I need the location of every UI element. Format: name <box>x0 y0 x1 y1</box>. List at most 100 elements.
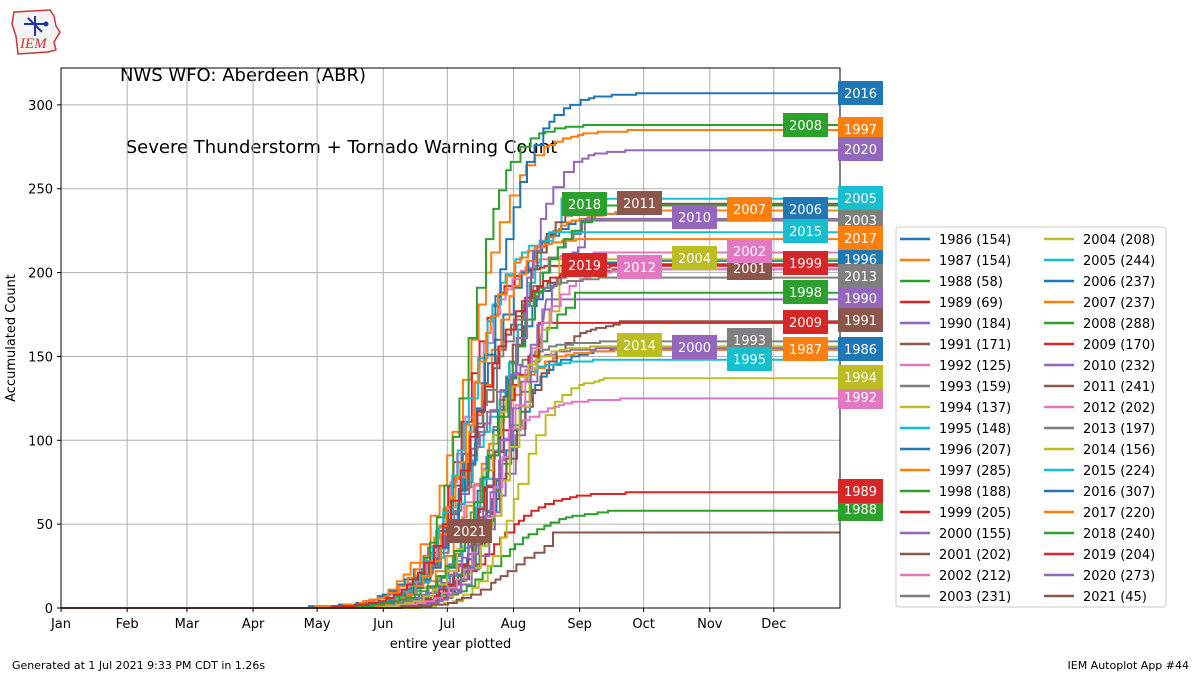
legend-entry: 1999 (205) <box>939 506 1011 521</box>
year-labels: 1986 1987 1988 1989 1990 1991 1992 1993 1994 1995… <box>447 81 883 543</box>
year-label-text: 2021 <box>453 525 486 540</box>
year-label-text: 2012 <box>623 261 656 276</box>
y-tick-label: 100 <box>28 434 53 449</box>
year-label-1990: 1990 <box>838 286 883 310</box>
legend-entry: 2000 (155) <box>939 527 1011 542</box>
year-label-text: 1991 <box>844 314 877 329</box>
iem-logo: IEM <box>10 6 66 58</box>
year-label-1999: 1999 <box>783 251 828 275</box>
y-tick-label: 150 <box>28 350 53 365</box>
series-line-2019 <box>61 264 840 609</box>
legend-entry: 2008 (288) <box>1083 317 1155 332</box>
legend-entry: 1990 (184) <box>939 317 1011 332</box>
series-line-2003 <box>61 219 840 609</box>
legend-entry: 1996 (207) <box>939 443 1011 458</box>
year-label-text: 1990 <box>844 292 877 307</box>
year-label-2021: 2021 <box>447 519 492 543</box>
year-label-1995: 1995 <box>727 347 772 371</box>
legend-entry: 2017 (220) <box>1083 506 1155 521</box>
legend-entry: 2010 (232) <box>1083 359 1155 374</box>
series-line-2002 <box>61 251 840 609</box>
y-tick-label: 300 <box>28 99 53 114</box>
year-label-text: 2015 <box>789 225 822 240</box>
year-label-2005: 2005 <box>838 186 883 210</box>
legend-entry: 2002 (212) <box>939 569 1011 584</box>
year-label-text: 1986 <box>844 343 877 358</box>
year-label-2018: 2018 <box>562 192 607 216</box>
legend-entry: 2006 (237) <box>1083 275 1155 290</box>
x-tick-label: Feb <box>116 617 139 632</box>
series-line-1987 <box>61 348 840 609</box>
year-label-text: 1998 <box>789 286 822 301</box>
series-line-2013 <box>61 276 840 609</box>
year-label-2000: 2000 <box>672 335 717 359</box>
x-tick-label: Apr <box>242 617 265 632</box>
generated-note: Generated at 1 Jul 2021 9:33 PM CDT in 1… <box>12 659 266 672</box>
y-tick-label: 200 <box>28 267 53 282</box>
y-tick-label: 250 <box>28 183 53 198</box>
year-label-text: 1997 <box>844 123 877 138</box>
year-label-2012: 2012 <box>617 255 662 279</box>
year-label-text: 2013 <box>844 270 877 285</box>
series-line-1998 <box>61 291 840 609</box>
x-tick-label: Dec <box>761 617 786 632</box>
year-label-2010: 2010 <box>672 205 717 229</box>
legend-entry: 1986 (154) <box>939 233 1011 248</box>
legend-entry: 2014 (156) <box>1083 443 1155 458</box>
app-note: IEM Autoplot App #44 <box>1067 659 1190 672</box>
x-tick-label: Mar <box>175 617 200 632</box>
legend-entry: 1989 (69) <box>939 296 1003 311</box>
year-label-text: 2019 <box>568 259 601 274</box>
year-label-text: 2005 <box>844 192 877 207</box>
year-label-2013: 2013 <box>838 264 883 288</box>
year-label-1994: 1994 <box>838 365 883 389</box>
year-label-2020: 2020 <box>838 137 883 161</box>
year-label-text: 2011 <box>623 197 656 212</box>
series-line-1986 <box>61 348 840 609</box>
year-label-text: 1988 <box>844 503 877 518</box>
legend-entry: 1987 (154) <box>939 254 1011 269</box>
year-label-text: 2006 <box>789 203 822 218</box>
series-line-2000 <box>61 347 840 609</box>
legend-entry: 1995 (148) <box>939 422 1011 437</box>
x-tick-label: Sep <box>567 617 592 632</box>
legend-entry: 2021 (45) <box>1083 590 1147 605</box>
year-label-2015: 2015 <box>783 219 828 243</box>
year-label-text: 1987 <box>789 343 822 358</box>
legend-entry: 2019 (204) <box>1083 548 1155 563</box>
year-label-2014: 2014 <box>617 333 662 357</box>
legend-entry: 2020 (273) <box>1083 569 1155 584</box>
year-label-text: 2014 <box>623 339 656 354</box>
legend-entry: 1992 (125) <box>939 359 1011 374</box>
x-tick-label: Aug <box>501 617 526 632</box>
year-label-1991: 1991 <box>838 308 883 332</box>
year-label-text: 2018 <box>568 198 601 213</box>
year-label-text: 1995 <box>733 353 766 368</box>
legend-entry: 2001 (202) <box>939 548 1011 563</box>
year-label-text: 2016 <box>844 87 877 102</box>
year-label-2004: 2004 <box>672 246 717 270</box>
series-line-2012 <box>61 268 840 609</box>
legend-entry: 2003 (231) <box>939 590 1011 605</box>
year-label-text: 2009 <box>789 316 822 331</box>
title-line-1: NWS WFO: Aberdeen (ABR) <box>120 65 367 86</box>
year-label-text: 2000 <box>678 341 711 356</box>
legend: 1986 (154) 1987 (154) 1988 (58) 1989 (69) 19… <box>895 226 1167 608</box>
legend-entry: 2007 (237) <box>1083 296 1155 311</box>
year-label-1986: 1986 <box>838 337 883 361</box>
legend-entry: 2005 (244) <box>1083 254 1155 269</box>
year-label-text: 1993 <box>733 334 766 349</box>
year-label-text: 2020 <box>844 143 877 158</box>
year-label-2019: 2019 <box>562 253 607 277</box>
year-label-text: 1989 <box>844 485 877 500</box>
year-label-text: 2010 <box>678 211 711 226</box>
year-label-2017: 2017 <box>838 226 883 250</box>
x-tick-label: Jun <box>372 617 393 632</box>
year-label-text: 2008 <box>789 119 822 134</box>
year-label-text: 1992 <box>844 391 877 406</box>
x-tick-label: Nov <box>697 617 723 632</box>
legend-entry: 2016 (307) <box>1083 485 1155 500</box>
y-tick-label: 0 <box>45 602 53 617</box>
legend-entry: 1991 (171) <box>939 338 1011 353</box>
